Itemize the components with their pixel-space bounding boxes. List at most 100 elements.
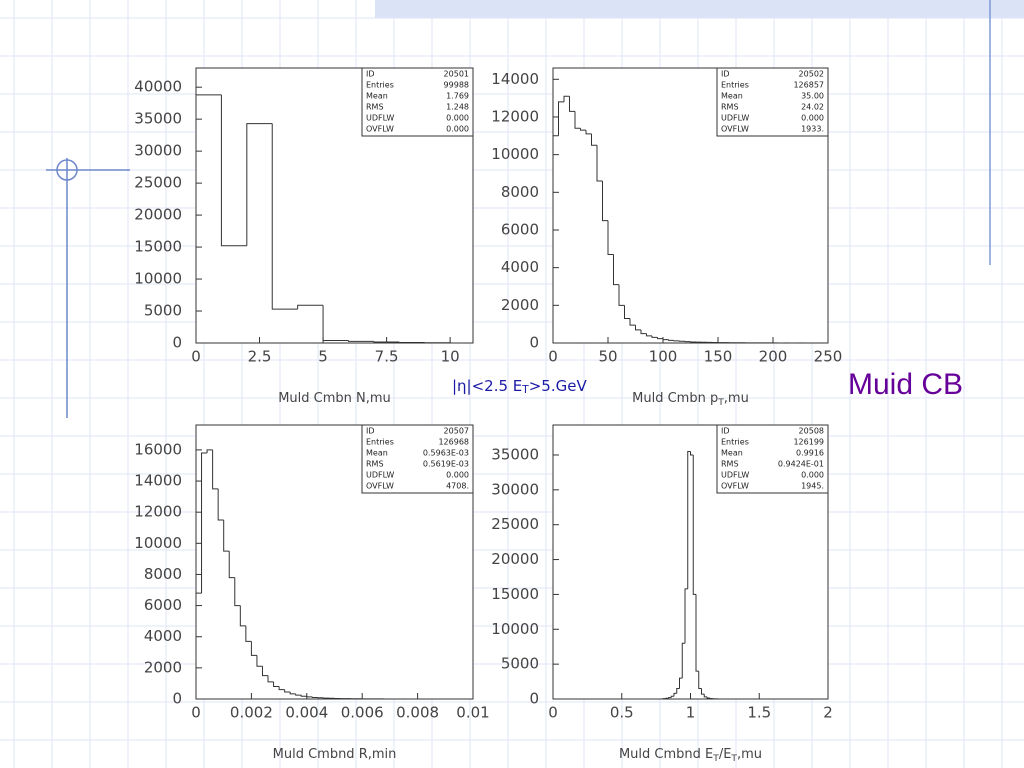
- stat-label: UDFLW: [721, 114, 749, 123]
- histogram-bin: [692, 454, 696, 595]
- y-tick-label: 14000: [491, 70, 539, 88]
- stat-label: Entries: [366, 438, 394, 447]
- y-tick-label: 5000: [144, 302, 182, 320]
- stat-value: 20502: [799, 70, 824, 79]
- y-tick-label: 25000: [134, 174, 182, 192]
- histogram-bin: [668, 339, 674, 341]
- subscript: T: [730, 754, 737, 764]
- histogram-bin: [217, 488, 224, 521]
- stat-label: UDFLW: [721, 471, 749, 480]
- histogram-bin: [261, 666, 269, 677]
- histogram-chart: 0 5000 10000 15000 20000 25000 30000 35000 0 0.5 1…: [491, 424, 833, 764]
- x-tick-label: 0.008: [396, 704, 439, 722]
- histogram-bin: [373, 341, 400, 343]
- subscript: T: [521, 384, 529, 396]
- x-tick-label: 0.01: [456, 704, 489, 722]
- histogram-bin: [618, 284, 625, 306]
- stat-label: RMS: [366, 103, 384, 112]
- histogram-bin: [239, 605, 246, 627]
- x-tick-label: 0.004: [285, 704, 328, 722]
- text-part: Muld Cmbn N,mu: [278, 391, 391, 406]
- stat-value: 1.248: [446, 103, 469, 112]
- y-tick-label: 0: [172, 334, 182, 352]
- stat-label: ID: [721, 427, 730, 436]
- text-part: ,mu: [737, 747, 762, 762]
- x-tick-label: 2.5: [248, 348, 272, 366]
- histogram-chart: 0 2000 4000 6000 8000 10000 12000 14000 16000 0 0.…: [134, 424, 490, 762]
- stat-label: Mean: [721, 92, 743, 101]
- stat-value: 0.5619E-03: [423, 460, 469, 469]
- text-part: /E: [719, 747, 732, 762]
- y-tick-label: 8000: [501, 183, 539, 201]
- y-tick-label: 10000: [134, 534, 182, 552]
- x-tick-label: 0: [548, 704, 558, 722]
- histogram-bin: [223, 519, 230, 552]
- x-axis-label: Muld Cmbn pT,mu: [632, 391, 749, 408]
- x-tick-label: 150: [704, 348, 733, 366]
- histogram-bin: [297, 304, 324, 310]
- y-tick-label: 16000: [134, 440, 182, 458]
- stat-value: 0.000: [801, 471, 824, 480]
- histogram-bin: [676, 688, 680, 694]
- y-tick-label: 10000: [491, 620, 539, 638]
- x-tick-label: 0.002: [230, 704, 273, 722]
- histogram-bin: [552, 135, 559, 343]
- histogram-bin: [687, 450, 691, 589]
- stat-value: 4708.: [446, 482, 469, 491]
- y-tick-label: 40000: [134, 78, 182, 96]
- x-tick-label: 0.006: [341, 704, 384, 722]
- x-tick-label: 1: [686, 704, 696, 722]
- x-tick-label: 250: [814, 348, 843, 366]
- y-tick-label: 6000: [144, 596, 182, 614]
- stat-value: 126199: [793, 438, 824, 447]
- y-tick-label: 15000: [491, 585, 539, 603]
- histogram-bin: [289, 691, 296, 695]
- histogram-bin: [322, 305, 349, 341]
- stat-label: Entries: [721, 438, 749, 447]
- y-tick-label: 4000: [144, 627, 182, 645]
- histogram-bin: [256, 655, 263, 667]
- stat-value: 0.000: [446, 471, 469, 480]
- stats-box: [361, 67, 474, 137]
- stats-box: [716, 424, 829, 494]
- y-tick-label: 12000: [134, 503, 182, 521]
- histogram-bin: [206, 449, 213, 454]
- stats-box: [716, 67, 829, 137]
- histogram-bin: [195, 592, 202, 699]
- histogram-bin: [684, 588, 688, 644]
- stat-label: UDFLW: [366, 471, 394, 480]
- y-tick-label: 0: [172, 690, 182, 708]
- stat-value: 0.000: [801, 114, 824, 123]
- histogram-bin: [311, 696, 318, 698]
- stat-label: OVFLW: [721, 125, 749, 134]
- histogram-bin: [580, 128, 586, 131]
- stat-label: RMS: [366, 460, 384, 469]
- histogram-bin: [635, 325, 641, 331]
- stat-label: Entries: [721, 81, 749, 90]
- stat-label: ID: [366, 70, 375, 79]
- stat-label: OVFLW: [366, 482, 394, 491]
- histogram-bin: [250, 641, 257, 656]
- stat-label: Mean: [366, 449, 388, 458]
- x-tick-label: 200: [759, 348, 788, 366]
- histogram-bin: [234, 577, 241, 607]
- histogram-bin: [347, 340, 374, 342]
- text-part: Muld Cmbnd E: [619, 747, 713, 762]
- histogram-bin: [271, 123, 298, 310]
- subscript: T: [712, 754, 719, 764]
- x-tick-label: 0: [191, 704, 201, 722]
- text-part: ,mu: [724, 391, 749, 406]
- y-tick-label: 35000: [134, 110, 182, 128]
- histogram-bin: [569, 96, 575, 112]
- histogram-bin: [640, 329, 647, 335]
- x-axis-label: Muld Cmbnd R,min: [273, 747, 397, 762]
- y-tick-label: 35000: [491, 445, 539, 463]
- histogram-bin: [698, 671, 702, 690]
- histogram-bin: [657, 337, 663, 340]
- stat-label: ID: [366, 427, 375, 436]
- histogram-bin: [220, 94, 247, 247]
- y-tick-label: 8000: [144, 565, 182, 583]
- text-part: |η|<2.5 E: [452, 377, 522, 395]
- x-tick-label: 0.5: [610, 704, 634, 722]
- stat-value: 20507: [444, 427, 469, 436]
